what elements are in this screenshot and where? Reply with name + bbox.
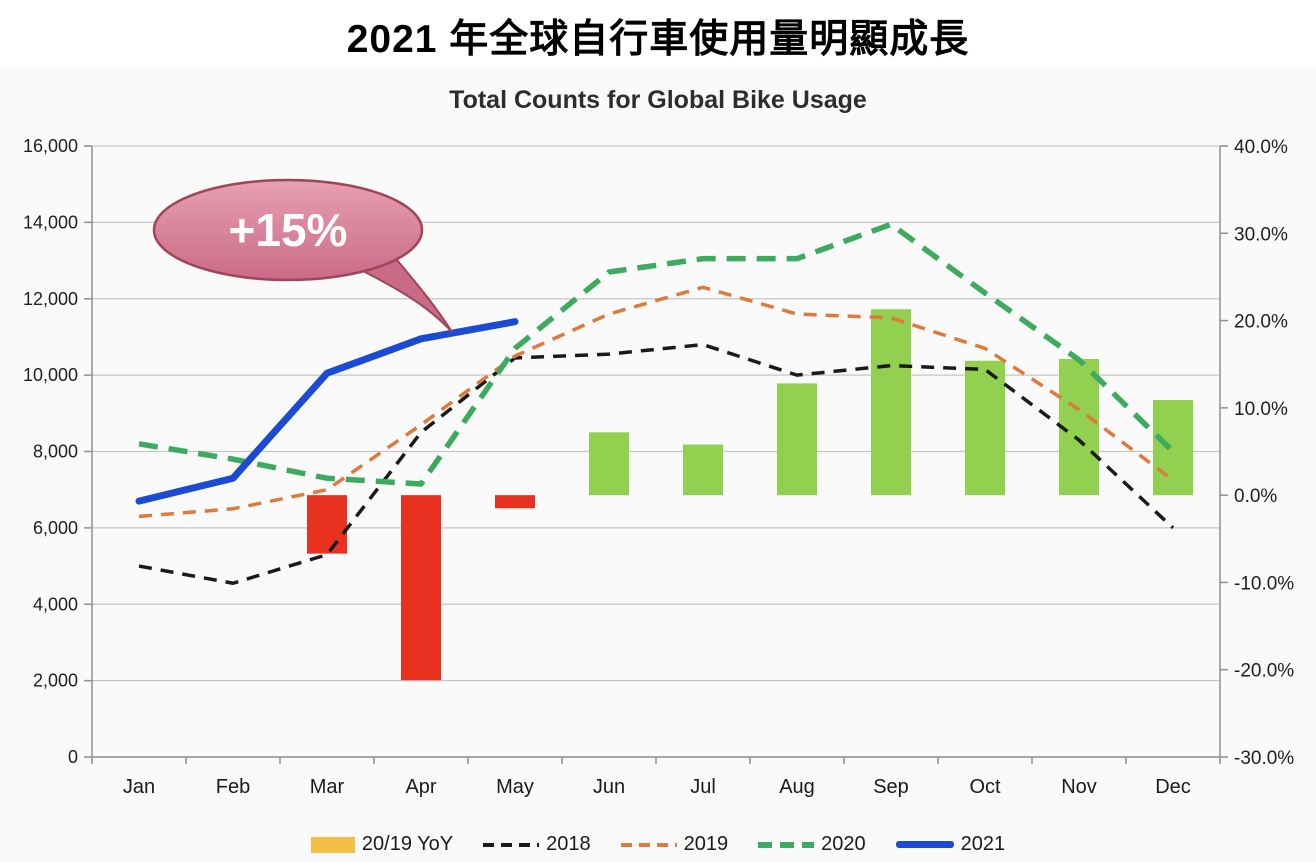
right-axis-tick: 40.0% [1234, 137, 1288, 158]
chart-panel: Total Counts for Global Bike Usage 0 2,00… [0, 68, 1316, 862]
x-axis-month-label: Jun [593, 776, 625, 798]
legend-item-yoy: 20/19 YoY [310, 833, 454, 856]
page-title: 2021 年全球自行車使用量明顯成長 [346, 18, 970, 61]
legend-item-2019: 2019 [620, 833, 729, 856]
callout-bubble: +15% [152, 178, 453, 333]
line-2018 [138, 342, 1175, 585]
legend-item-2020: 2020 [758, 833, 866, 856]
dashed-line-swatch-icon [758, 841, 815, 848]
right-axis-tick: -10.0% [1234, 573, 1294, 594]
yoy-bar [495, 495, 535, 509]
yoy-bar [307, 495, 347, 554]
left-axis-tick: 6,000 [33, 518, 78, 538]
yoy-bar [683, 444, 723, 496]
left-axis-tick: 10,000 [23, 365, 78, 385]
yoy-bar [965, 360, 1005, 496]
legend-item-2021: 2021 [895, 833, 1006, 856]
line-2019 [138, 285, 1175, 519]
x-axis-month-label: Apr [405, 776, 436, 798]
legend-label: 2019 [683, 833, 729, 855]
x-axis-month-label: Dec [1155, 776, 1191, 798]
x-axis-month-label: Jan [123, 776, 155, 798]
left-axis-tick: 12,000 [23, 289, 78, 309]
left-axis-tick: 2,000 [33, 671, 78, 691]
callout-ellipse [152, 178, 424, 282]
yoy-bar-swatch-icon [310, 836, 355, 853]
solid-line-swatch-icon [895, 841, 954, 848]
right-axis-tick: -30.0% [1234, 748, 1294, 769]
yoy-bar [1153, 400, 1193, 496]
yoy-bar [1059, 358, 1099, 496]
line-series [135, 221, 1175, 585]
left-axis-tick: 0 [68, 747, 78, 767]
right-axis-tick: 0.0% [1234, 486, 1277, 507]
legend-label: 20/19 YoY [361, 833, 454, 855]
yoy-bar [589, 432, 629, 496]
line-2021 [135, 318, 519, 505]
yoy-bar [401, 495, 441, 681]
line-2020 [138, 221, 1175, 487]
x-axis-month-label: Mar [310, 776, 345, 798]
x-axis-month-label: Aug [779, 776, 815, 798]
left-axis-tick: 16,000 [23, 136, 78, 156]
legend-label: 2020 [821, 833, 866, 855]
x-axis-month-label: Nov [1061, 776, 1097, 798]
yoy-bar [777, 383, 817, 496]
axis-labels: 0 2,000 4,000 6,000 8,000 10,000 12,000 14,000 1… [23, 136, 1294, 798]
chart-title: Total Counts for Global Bike Usage [449, 86, 867, 114]
left-axis-tick: 8,000 [33, 442, 78, 462]
yoy-bars [307, 309, 1193, 681]
x-axis-month-label: Feb [216, 776, 250, 798]
dashed-line-swatch-icon [620, 842, 677, 847]
chart-canvas: 0 2,000 4,000 6,000 8,000 10,000 12,000 14,000 1… [23, 136, 1294, 798]
callout-text: +15% [229, 204, 348, 256]
dashed-line-swatch-icon [483, 842, 540, 847]
right-axis-tick: -20.0% [1234, 661, 1294, 682]
right-axis-tick: 30.0% [1234, 224, 1288, 245]
x-axis-month-label: Oct [969, 776, 1001, 798]
left-axis-tick: 14,000 [23, 212, 78, 232]
axes [84, 145, 1228, 764]
right-axis-tick: 20.0% [1234, 312, 1288, 333]
x-axis-month-label: May [496, 776, 534, 798]
x-axis-month-label: Sep [873, 776, 909, 798]
right-axis-tick: 10.0% [1234, 399, 1288, 420]
chart-legend: 20/19 YoY 2018 2019 2020 2021 [0, 833, 1316, 856]
left-axis-tick: 4,000 [33, 594, 78, 614]
legend-label: 2018 [546, 833, 591, 855]
legend-label: 2021 [960, 833, 1006, 855]
x-axis-month-label: Jul [690, 776, 716, 798]
callout-tail [341, 252, 453, 333]
yoy-bar [871, 309, 911, 496]
legend-item-2018: 2018 [483, 833, 591, 856]
